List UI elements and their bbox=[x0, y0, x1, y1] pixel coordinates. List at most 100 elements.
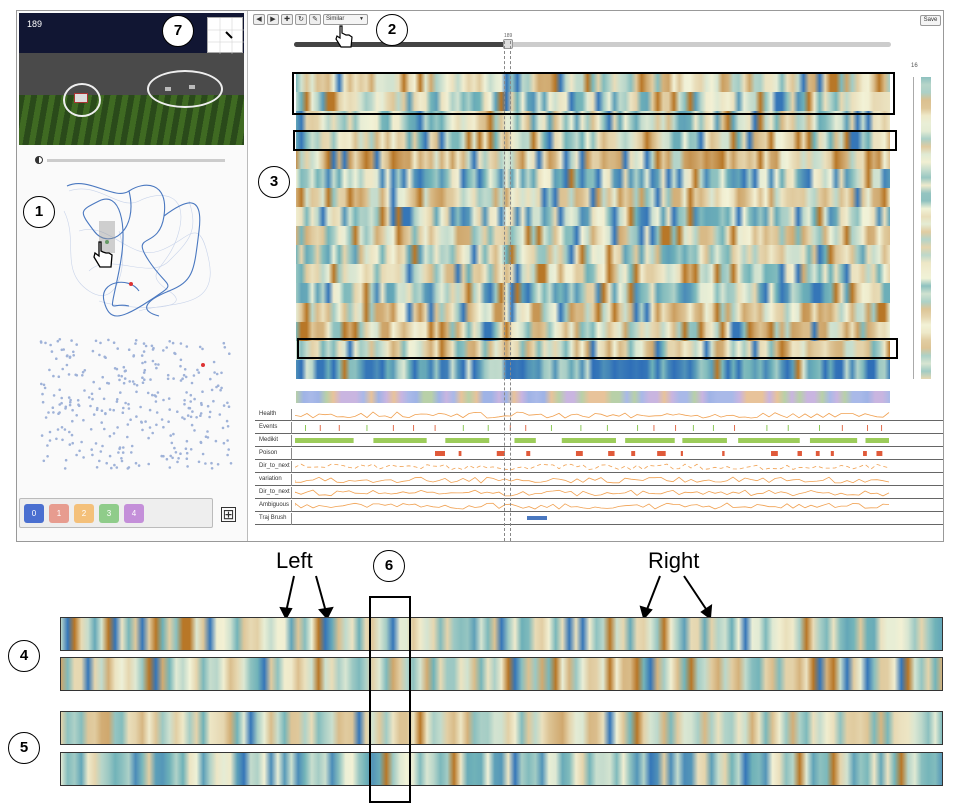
toolbar-button-1[interactable]: ▶ bbox=[267, 14, 279, 25]
view-slider[interactable] bbox=[35, 156, 225, 164]
cluster-button-0[interactable]: 0 bbox=[24, 504, 44, 523]
scatter-point bbox=[42, 383, 46, 387]
scatter-point bbox=[155, 411, 159, 414]
scatter-point bbox=[166, 373, 170, 377]
embedding-scatter[interactable] bbox=[31, 329, 241, 479]
cluster-button-1[interactable]: 1 bbox=[49, 504, 69, 523]
scatter-point bbox=[55, 437, 58, 441]
time-slider[interactable] bbox=[294, 39, 891, 49]
scatter-point bbox=[90, 448, 93, 451]
attribute-separator bbox=[291, 448, 292, 460]
scatter-point bbox=[196, 368, 199, 372]
scatter-point bbox=[116, 398, 119, 401]
save-button[interactable]: Save bbox=[920, 15, 941, 26]
heatmap-row[interactable] bbox=[296, 245, 890, 265]
brush-selection[interactable] bbox=[99, 221, 115, 253]
attribute-row[interactable]: Traj Brush bbox=[255, 513, 943, 525]
heatmap-row[interactable] bbox=[296, 149, 890, 169]
toolbar-button-0[interactable]: ◀ bbox=[253, 14, 265, 25]
heatmap-row[interactable] bbox=[296, 302, 890, 322]
scatter-point bbox=[222, 341, 226, 345]
scatter-point bbox=[154, 395, 158, 398]
heatmap-row[interactable] bbox=[296, 111, 890, 131]
time-slider-handle[interactable] bbox=[503, 39, 513, 49]
scatter-point bbox=[181, 377, 184, 380]
cluster-button-4[interactable]: 4 bbox=[124, 504, 144, 523]
scatter-point bbox=[77, 404, 81, 408]
timeline-overview[interactable] bbox=[296, 391, 890, 403]
scatter-point bbox=[213, 371, 216, 374]
attribute-row[interactable]: variation bbox=[255, 474, 943, 486]
medikit-segment bbox=[625, 438, 675, 443]
toolbar-button-4[interactable]: ✎ bbox=[309, 14, 321, 25]
row-overview-strip[interactable] bbox=[921, 77, 931, 379]
heatmap-row[interactable] bbox=[296, 226, 890, 246]
attribute-row[interactable]: Poison bbox=[255, 448, 943, 460]
event-tick bbox=[675, 425, 677, 431]
attribute-row[interactable]: Events bbox=[255, 422, 943, 434]
scatter-point bbox=[75, 343, 78, 346]
scatter-point bbox=[55, 357, 58, 360]
scatter-point bbox=[189, 393, 193, 397]
callout-2: 2 bbox=[376, 14, 408, 46]
heatmap-row[interactable] bbox=[296, 92, 890, 112]
medikit-segment bbox=[865, 438, 889, 443]
heatmap-row[interactable] bbox=[296, 73, 890, 93]
attribute-track bbox=[435, 451, 883, 456]
toolbar-button-2[interactable]: ✚ bbox=[281, 14, 293, 25]
activation-heatmap[interactable] bbox=[296, 73, 890, 379]
heatmap-row[interactable] bbox=[296, 264, 890, 284]
scatter-point bbox=[68, 430, 71, 434]
scatter-point bbox=[185, 439, 189, 443]
scatter-point bbox=[121, 411, 125, 414]
attribute-label: Traj Brush bbox=[259, 515, 287, 521]
heatmap-row[interactable] bbox=[296, 130, 890, 150]
scatter-point bbox=[216, 463, 220, 466]
time-slider-fill bbox=[294, 42, 507, 47]
event-tick bbox=[818, 425, 820, 431]
heatmap-row[interactable] bbox=[296, 359, 890, 379]
cluster-button-2[interactable]: 2 bbox=[74, 504, 94, 523]
hand-cursor-icon bbox=[335, 25, 353, 48]
attribute-row[interactable]: Dir_to_next bbox=[255, 487, 943, 499]
heatmap-row[interactable] bbox=[296, 340, 890, 360]
heatmap-row[interactable] bbox=[296, 206, 890, 226]
scatter-point bbox=[222, 404, 226, 407]
scatter-point bbox=[112, 432, 116, 435]
attribute-row[interactable]: Dir_to_next bbox=[255, 461, 943, 473]
scatter-point bbox=[94, 442, 98, 445]
minimap[interactable] bbox=[207, 17, 244, 54]
add-cluster-button[interactable]: ⊞ bbox=[221, 506, 236, 522]
attribute-row[interactable]: Ambiguous bbox=[255, 500, 943, 512]
scatter-point bbox=[192, 374, 196, 377]
scatter-point bbox=[122, 446, 125, 449]
attribute-row[interactable]: Health bbox=[255, 409, 943, 421]
toolbar-button-3[interactable]: ↻ bbox=[295, 14, 307, 25]
heatmap-row[interactable] bbox=[296, 283, 890, 303]
scatter-point bbox=[71, 441, 74, 445]
scatter-point bbox=[220, 386, 223, 390]
attribute-row[interactable]: Medikit bbox=[255, 435, 943, 447]
heatmap-row[interactable] bbox=[296, 321, 890, 341]
scatter-point bbox=[82, 456, 85, 459]
scatter-point bbox=[104, 412, 107, 416]
scatter-point bbox=[99, 341, 102, 345]
heatmap-row[interactable] bbox=[296, 168, 890, 188]
scatter-point bbox=[155, 366, 158, 370]
selected-point bbox=[201, 363, 205, 367]
traj-brush-segment bbox=[527, 516, 547, 520]
scatter-point bbox=[162, 425, 165, 429]
trajectory-view[interactable] bbox=[19, 171, 244, 321]
heatmap-scrollbar[interactable] bbox=[913, 77, 914, 379]
scatter-point bbox=[68, 403, 72, 407]
mode-select[interactable]: Similar ▼ bbox=[323, 14, 368, 25]
game-view[interactable]: 189 bbox=[19, 13, 244, 145]
attribute-label: Dir_to_next bbox=[259, 489, 290, 495]
cluster-button-3[interactable]: 3 bbox=[99, 504, 119, 523]
scatter-point bbox=[116, 426, 119, 429]
slider-track[interactable] bbox=[47, 159, 225, 162]
scatter-point bbox=[92, 380, 95, 384]
scatter-point bbox=[179, 342, 183, 345]
poison-segment bbox=[608, 451, 615, 456]
heatmap-row[interactable] bbox=[296, 187, 890, 207]
